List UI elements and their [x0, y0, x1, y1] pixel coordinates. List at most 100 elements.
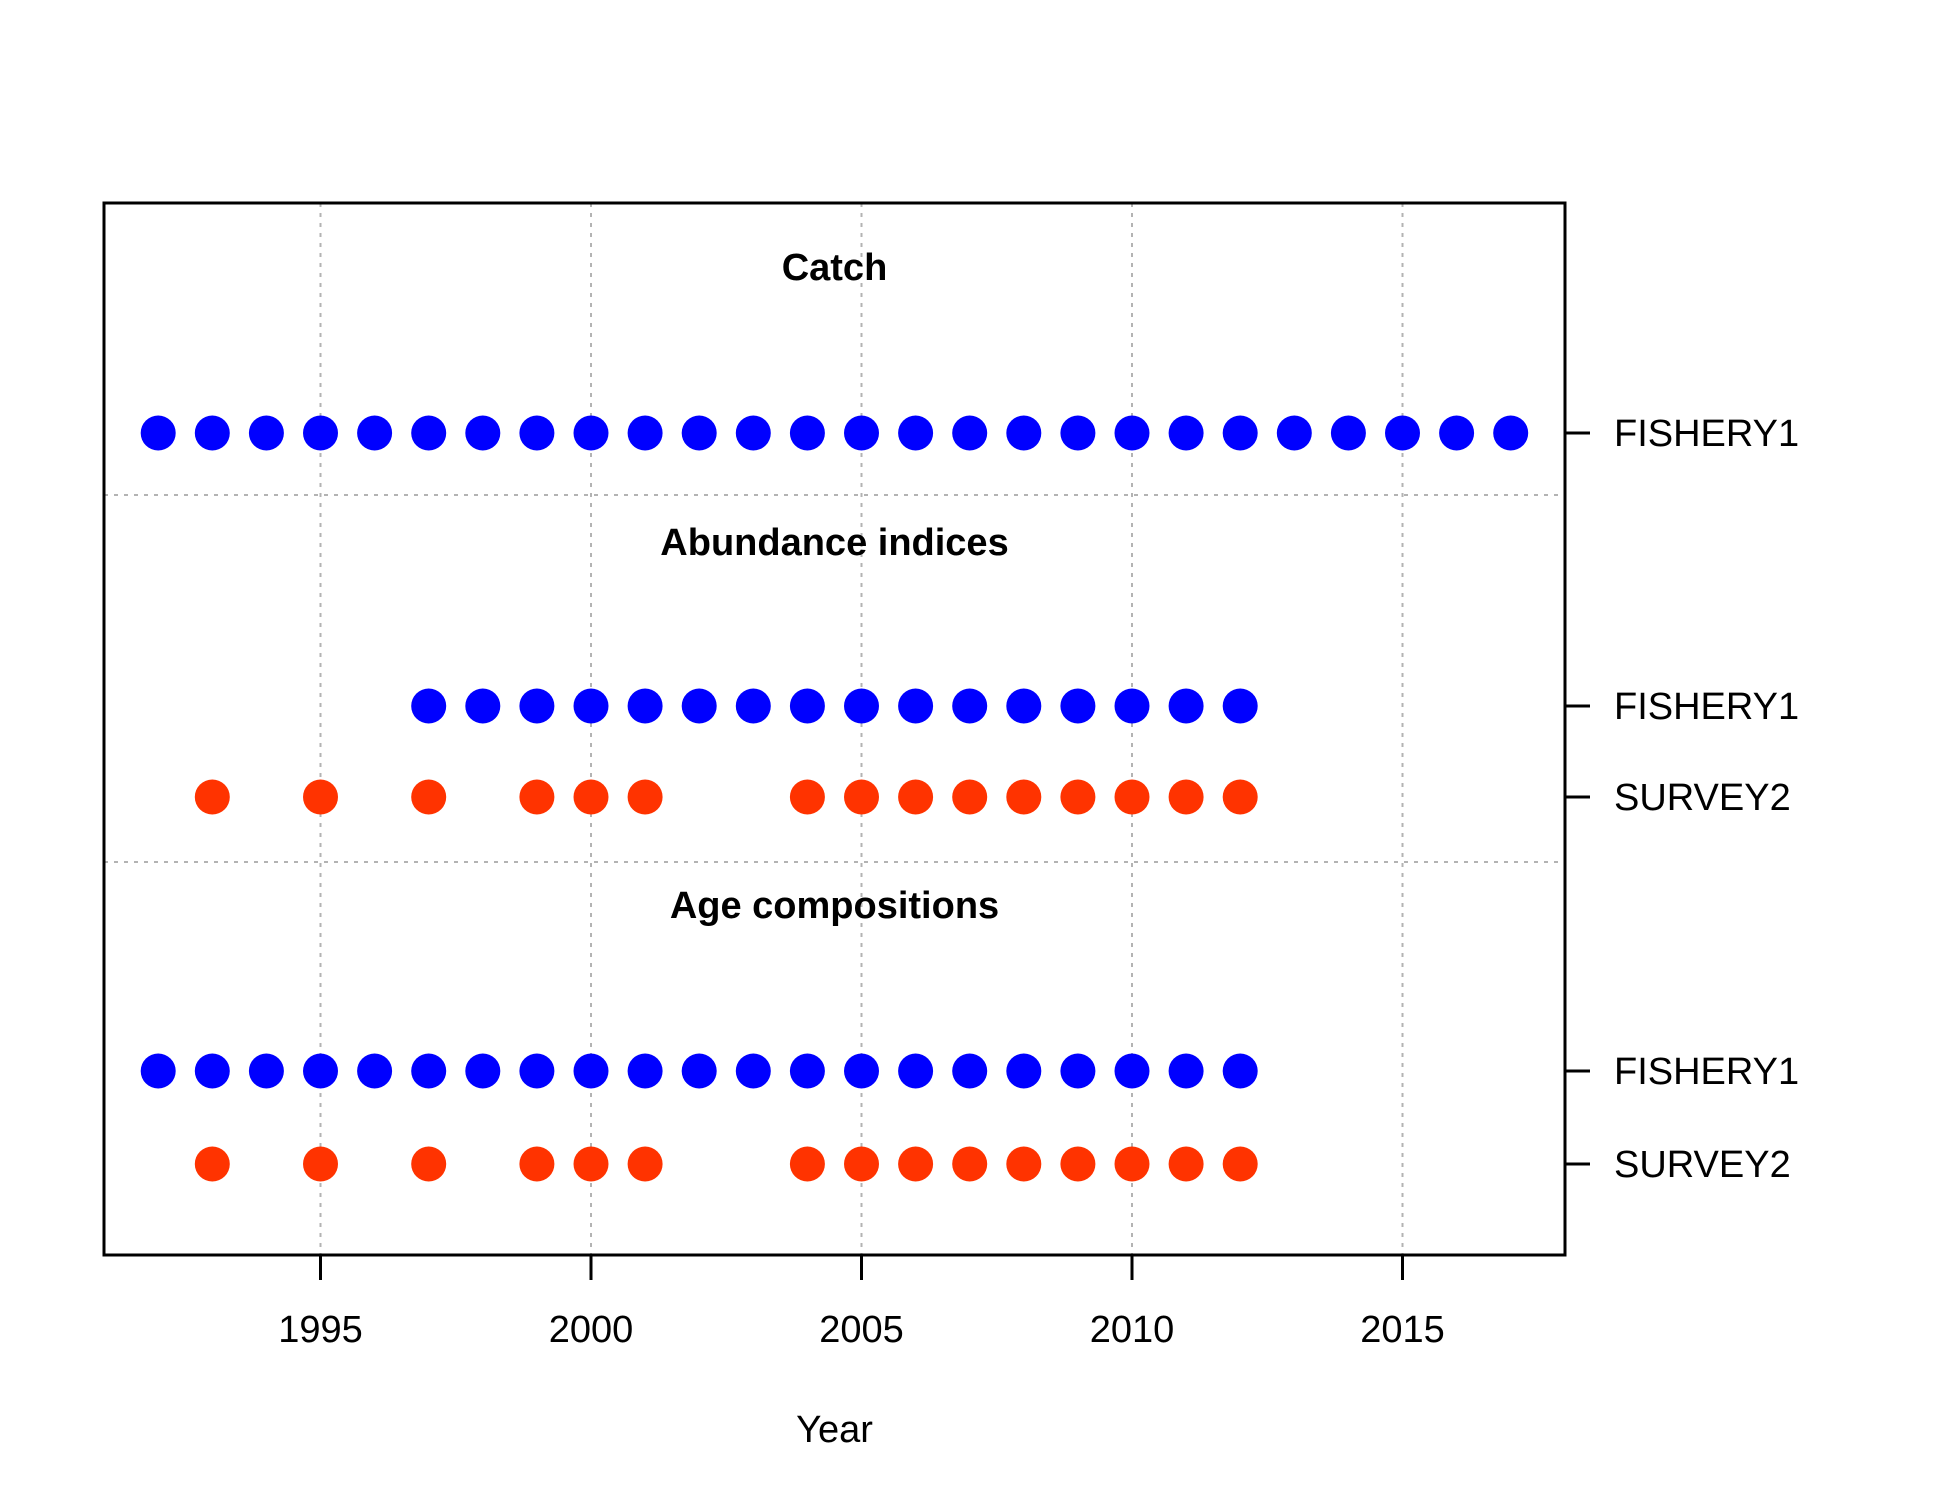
data-point — [1222, 688, 1258, 724]
axes: FISHERY1 FISHERY1 SURVEY2 FISHERY1 SURVEY2 19… — [278, 413, 1799, 1451]
data-point — [1060, 415, 1096, 451]
data-point — [789, 1053, 825, 1089]
data-point — [1168, 779, 1204, 815]
data-point — [194, 1053, 230, 1089]
data-point — [1006, 415, 1042, 451]
x-tick-label: 1995 — [278, 1309, 363, 1351]
data-point — [1168, 415, 1204, 451]
data-point — [898, 779, 934, 815]
data-point — [303, 415, 338, 451]
series-label: SURVEY2 — [1614, 1144, 1791, 1186]
data-point — [194, 415, 230, 451]
data-point — [1168, 688, 1204, 724]
data-point — [681, 1053, 717, 1089]
data-point — [519, 779, 555, 815]
data-point — [1114, 688, 1150, 724]
section-title: Abundance indices — [660, 522, 1008, 564]
data-point — [789, 688, 825, 724]
data-point — [1330, 415, 1366, 451]
data-point — [1060, 688, 1096, 724]
data-point — [519, 1053, 555, 1089]
data-point — [1276, 415, 1312, 451]
plot-frame — [102, 201, 1567, 1257]
series-label: FISHERY1 — [1614, 1051, 1799, 1093]
data-point — [898, 1146, 934, 1182]
data-point — [627, 1053, 663, 1089]
data-point — [1385, 415, 1420, 451]
data-point — [411, 688, 447, 724]
data-point — [844, 415, 879, 451]
data-point — [411, 415, 447, 451]
data-point — [194, 1146, 230, 1182]
data-point — [789, 779, 825, 815]
data-point — [411, 779, 447, 815]
data-point — [844, 779, 879, 815]
section-title: Catch — [782, 247, 888, 289]
data-point — [1168, 1053, 1204, 1089]
data-point — [735, 1053, 771, 1089]
data-point — [1222, 415, 1258, 451]
data-point — [627, 1146, 663, 1182]
data-point — [411, 1146, 447, 1182]
grid — [104, 203, 1565, 1255]
data-point — [465, 1053, 501, 1089]
data-point — [1006, 1146, 1042, 1182]
data-point — [519, 688, 555, 724]
data-point — [1114, 1053, 1150, 1089]
data-point — [898, 1053, 934, 1089]
data-point — [952, 1053, 988, 1089]
data-point — [573, 415, 609, 451]
section-title: Age compositions — [670, 885, 999, 927]
data-point — [681, 688, 717, 724]
data-points — [140, 415, 1529, 1182]
data-point — [952, 688, 988, 724]
data-point — [465, 415, 501, 451]
data-point — [573, 688, 609, 724]
data-point — [248, 1053, 284, 1089]
data-point — [465, 688, 501, 724]
x-tick-label: 2000 — [549, 1309, 634, 1351]
data-point — [1060, 779, 1096, 815]
data-point — [952, 415, 988, 451]
series-label: SURVEY2 — [1614, 777, 1791, 819]
data-point — [627, 688, 663, 724]
data-point — [411, 1053, 447, 1089]
data-point — [681, 415, 717, 451]
data-point — [357, 415, 393, 451]
series-label: FISHERY1 — [1614, 686, 1799, 728]
data-point — [1222, 779, 1258, 815]
data-point — [952, 1146, 988, 1182]
data-point — [140, 1053, 176, 1089]
labels: Catch Abundance indices Age compositions — [660, 247, 1008, 927]
data-point — [1060, 1053, 1096, 1089]
data-point — [789, 415, 825, 451]
data-point — [573, 1053, 609, 1089]
data-point — [898, 688, 934, 724]
x-tick-label: 2005 — [819, 1309, 904, 1351]
data-point — [1439, 415, 1475, 451]
data-point — [573, 1146, 609, 1182]
x-tick-label: 2015 — [1360, 1309, 1445, 1351]
data-point — [1060, 1146, 1096, 1182]
data-point — [1168, 1146, 1204, 1182]
data-point — [303, 1146, 338, 1182]
data-point — [844, 1146, 879, 1182]
data-point — [1493, 415, 1529, 451]
x-tick-label: 2010 — [1090, 1309, 1175, 1351]
data-point — [1114, 1146, 1150, 1182]
data-point — [1006, 688, 1042, 724]
series-label: FISHERY1 — [1614, 413, 1799, 455]
data-point — [1222, 1053, 1258, 1089]
data-point — [735, 415, 771, 451]
data-point — [952, 779, 988, 815]
data-point — [573, 779, 609, 815]
data-point — [519, 415, 555, 451]
data-point — [735, 688, 771, 724]
data-point — [357, 1053, 393, 1089]
data-point — [1006, 1053, 1042, 1089]
data-point — [898, 415, 934, 451]
data-point — [1222, 1146, 1258, 1182]
data-point — [519, 1146, 555, 1182]
data-point — [627, 415, 663, 451]
